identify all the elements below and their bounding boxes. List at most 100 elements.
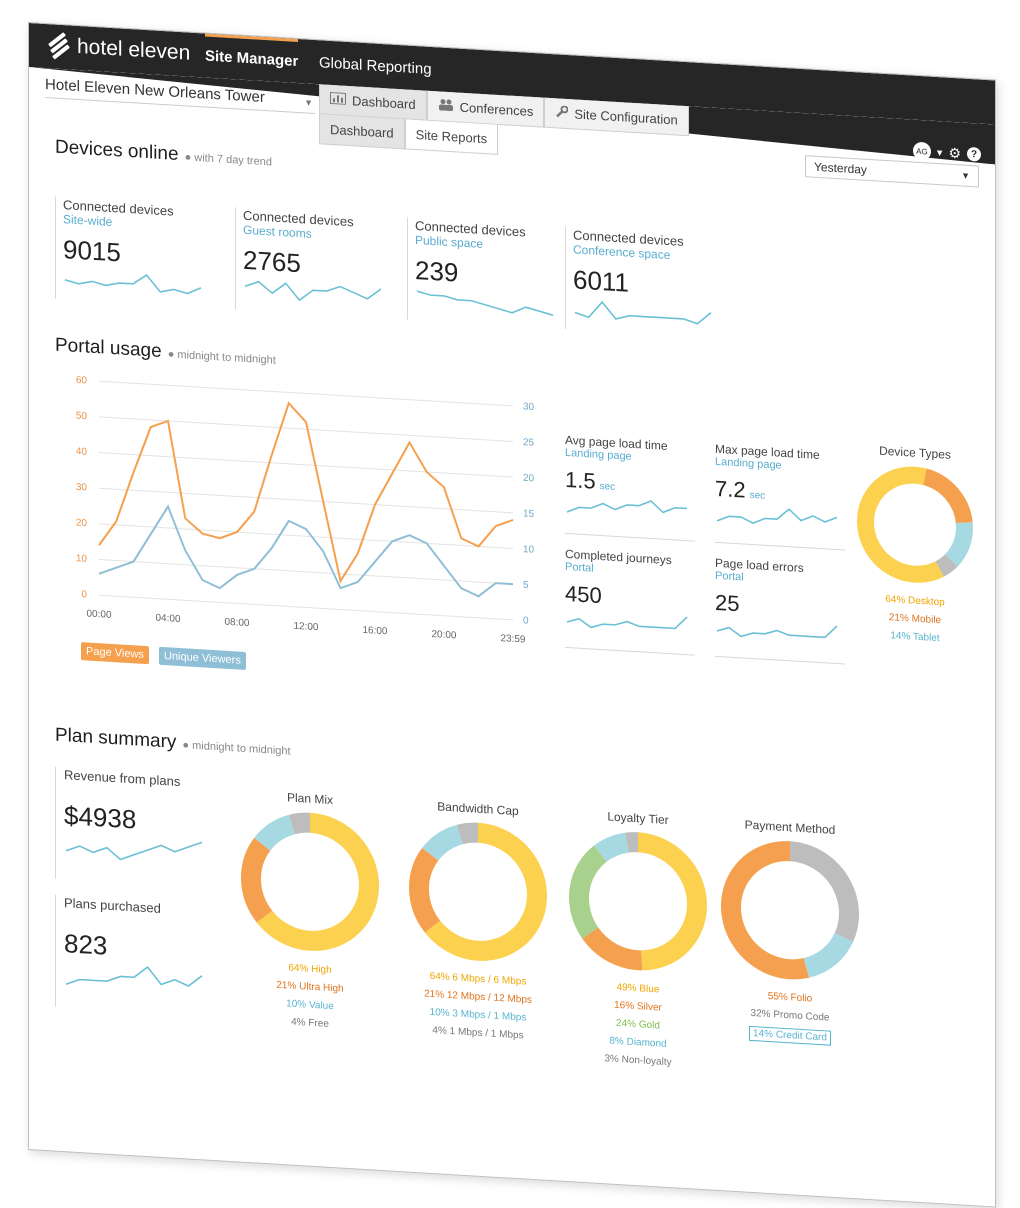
portal-stat: Max page load time Landing page 7.2 sec	[715, 441, 845, 551]
purchased-sparkline	[65, 965, 203, 987]
donut-slice	[594, 832, 630, 862]
donut-legend-item: 10% Value	[286, 998, 334, 1013]
donut-legend-item: 14% Tablet	[890, 630, 940, 645]
metric-sparkline	[416, 290, 554, 316]
chevron-down-icon: ▼	[304, 97, 313, 108]
logo-mark-icon	[47, 32, 70, 60]
metric-sparkline	[574, 300, 712, 325]
donut-legend-item: 49% Blue	[616, 981, 660, 996]
device-metric: Connected devices Site-wide 9015	[55, 196, 209, 308]
period-select-value: Yesterday	[814, 159, 867, 177]
portal-stat: Completed journeys Portal 450	[565, 546, 695, 656]
device-types-donut: Device Types 64% Desktop 21% Mobile 14% Ta…	[855, 442, 975, 646]
donut-svg	[241, 812, 379, 951]
series-line-unique-viewers	[98, 504, 513, 598]
gridline	[99, 416, 513, 442]
portal-usage-line-chart: 0 10 20 30 40 50 60 0 5 10 15 20 25 30 00:00 04:00 08:00…	[76, 375, 535, 646]
section-subtitle: ● with 7 day trend	[184, 151, 272, 169]
donut-slice	[256, 812, 379, 951]
section-subtitle-text: midnight to midnight	[192, 739, 291, 758]
donut-slice	[456, 822, 479, 845]
donut-slice	[803, 932, 854, 978]
plan-summary-title: Plan summary ● midnight to midnight	[55, 725, 291, 761]
series-line-page-views	[98, 401, 514, 584]
section-subtitle: ● midnight to midnight	[167, 348, 276, 367]
sparkline	[416, 290, 554, 316]
stat-unit: sec	[749, 489, 766, 502]
section-heading: Devices online	[55, 136, 179, 165]
y-tick-left: 50	[76, 411, 88, 423]
y-tick-right: 5	[523, 580, 529, 591]
stat-number: 1.5	[565, 466, 596, 494]
y-tick-left: 20	[76, 518, 88, 530]
gear-icon[interactable]: ⚙	[948, 144, 961, 161]
x-tick: 20:00	[431, 629, 456, 642]
plan-donut-loyalty-tier: Loyalty Tier 49% Blue 16% Silver 24% Gold 8%…	[563, 807, 713, 1071]
stat-unit: sec	[599, 480, 616, 493]
chevron-down-icon[interactable]: ▾	[936, 146, 943, 159]
legend-page-views[interactable]: Page Views	[81, 642, 149, 665]
portal-usage-title: Portal usage ● midnight to midnight	[55, 335, 276, 370]
metric-sparkline	[64, 273, 202, 295]
donut-legend-item: 21% Mobile	[888, 612, 942, 627]
gridline	[99, 523, 513, 549]
sparkline	[566, 616, 688, 630]
donut-slice	[241, 837, 273, 923]
stat-number: 7.2	[715, 475, 746, 503]
y-tick-right: 15	[523, 508, 535, 520]
donut-slice	[424, 822, 547, 961]
y-tick-left: 60	[76, 375, 88, 387]
sparkline	[716, 508, 838, 524]
gridline	[99, 594, 513, 621]
donut-title: Payment Method	[744, 817, 836, 837]
device-metric: Connected devices Conference space 6011	[565, 226, 719, 339]
user-controls: AG ▾ ⚙ ?	[912, 141, 981, 164]
donut-legend-item: 4% 1 Mbps / 1 Mbps	[432, 1025, 524, 1042]
y-tick-right: 30	[523, 401, 535, 413]
donut-legend-item: 21% Ultra High	[276, 979, 344, 995]
donut-svg	[721, 841, 859, 980]
user-avatar[interactable]: AG	[912, 141, 931, 161]
donut-slice	[422, 824, 464, 861]
sparkline	[65, 841, 203, 861]
donut-svg	[409, 822, 547, 961]
section-heading: Plan summary	[55, 724, 177, 753]
section-subtitle-text: midnight to midnight	[177, 348, 276, 367]
donut-title: Loyalty Tier	[607, 809, 669, 828]
x-tick: 16:00	[362, 625, 387, 638]
donut-slice	[582, 927, 643, 971]
sparkline	[716, 625, 838, 639]
y-tick-left: 30	[76, 482, 88, 494]
bar-chart-icon	[330, 91, 346, 108]
donut-slice	[637, 832, 707, 971]
nav-site-manager[interactable]: Site Manager	[205, 47, 299, 71]
donut-legend-item[interactable]: 14% Credit Card	[749, 1025, 831, 1046]
donut-slice	[789, 841, 859, 943]
sparkline	[65, 965, 203, 987]
device-metric: Connected devices Public space 239	[407, 217, 561, 329]
donut-slice	[922, 468, 973, 524]
donut-legend-item: 32% Promo Code	[750, 1007, 830, 1024]
revenue-from-plans: Revenue from plans $4938	[55, 766, 204, 888]
tab-conferences[interactable]: Conferences	[426, 90, 545, 128]
donut-slice	[409, 847, 441, 933]
help-icon[interactable]: ?	[967, 146, 981, 162]
hotel-eleven-logo[interactable]: hotel eleven	[47, 32, 190, 66]
donut-title: Plan Mix	[286, 790, 333, 808]
people-icon	[438, 98, 454, 114]
tab-dashboard[interactable]: Dashboard	[319, 84, 427, 121]
stat-sparkline	[566, 616, 688, 630]
y-tick-right: 0	[523, 615, 529, 626]
plan-donut-bandwidth-cap: Bandwidth Cap 64% 6 Mbps / 6 Mbps 21% 12 M…	[403, 797, 553, 1043]
nav-global-reporting[interactable]: Global Reporting	[319, 54, 432, 78]
subtab-site-reports[interactable]: Site Reports	[404, 119, 499, 155]
donut-slice	[254, 814, 296, 851]
gridline	[99, 380, 513, 407]
devices-online-title: Devices online ● with 7 day trend	[55, 137, 272, 172]
subtab-dashboard[interactable]: Dashboard	[319, 114, 405, 150]
gridline	[99, 452, 513, 478]
x-tick: 12:00	[293, 621, 318, 634]
sparkline	[64, 273, 202, 295]
tab-site-configuration[interactable]: Site Configuration	[544, 97, 689, 137]
legend-unique-viewers[interactable]: Unique Viewers	[159, 646, 246, 670]
